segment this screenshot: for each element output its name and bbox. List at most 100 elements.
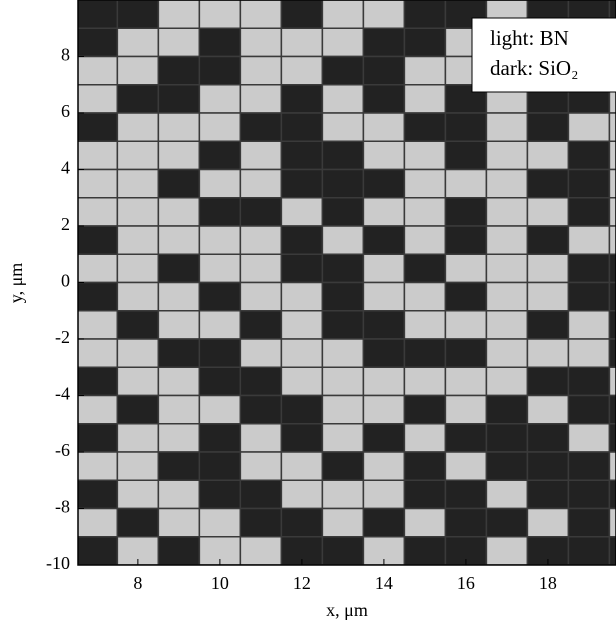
cell bbox=[280, 0, 324, 29]
cell bbox=[157, 55, 201, 86]
cell bbox=[567, 507, 611, 538]
cell bbox=[116, 507, 160, 538]
cell bbox=[239, 140, 283, 171]
cell bbox=[116, 338, 160, 368]
cell bbox=[116, 366, 160, 397]
cell bbox=[116, 225, 160, 255]
cell bbox=[280, 55, 324, 86]
cell bbox=[526, 281, 570, 312]
cell bbox=[608, 197, 616, 227]
cell bbox=[321, 197, 365, 227]
y-tick-label: 6 bbox=[61, 101, 70, 121]
cell bbox=[198, 84, 242, 114]
cell bbox=[526, 338, 570, 368]
cell bbox=[362, 281, 406, 312]
cell bbox=[239, 253, 283, 284]
cell bbox=[403, 338, 447, 368]
cell bbox=[198, 253, 242, 284]
cell bbox=[403, 168, 447, 199]
cell bbox=[485, 338, 529, 368]
cell bbox=[567, 536, 611, 565]
cell bbox=[321, 27, 365, 58]
cell bbox=[116, 253, 160, 284]
cell bbox=[321, 225, 365, 255]
cell bbox=[157, 507, 201, 538]
cell bbox=[78, 197, 119, 227]
cell bbox=[444, 225, 488, 255]
cell bbox=[239, 536, 283, 565]
cell bbox=[444, 479, 488, 510]
cell bbox=[403, 84, 447, 114]
cell bbox=[403, 394, 447, 425]
cell bbox=[444, 197, 488, 227]
cell bbox=[116, 423, 160, 453]
cell bbox=[608, 338, 616, 368]
cell bbox=[78, 536, 119, 565]
cell bbox=[608, 479, 616, 510]
cell bbox=[157, 253, 201, 284]
cell bbox=[321, 479, 365, 510]
cell bbox=[78, 168, 119, 199]
cell bbox=[78, 479, 119, 510]
cell bbox=[280, 394, 324, 425]
cell bbox=[78, 140, 119, 171]
cell bbox=[485, 253, 529, 284]
cell bbox=[444, 168, 488, 199]
cell bbox=[321, 394, 365, 425]
cell bbox=[362, 197, 406, 227]
cell bbox=[198, 281, 242, 312]
cell bbox=[362, 366, 406, 397]
cell bbox=[362, 423, 406, 453]
cell bbox=[485, 507, 529, 538]
cell bbox=[403, 536, 447, 565]
cell bbox=[403, 55, 447, 86]
cell bbox=[116, 451, 160, 481]
cell bbox=[198, 479, 242, 510]
cell bbox=[157, 0, 201, 29]
cell bbox=[485, 423, 529, 453]
legend-entry: light: BN bbox=[490, 26, 569, 50]
cell bbox=[157, 197, 201, 227]
cell bbox=[157, 225, 201, 255]
cell bbox=[444, 338, 488, 368]
cell bbox=[608, 423, 616, 453]
cell bbox=[116, 55, 160, 86]
cell bbox=[157, 366, 201, 397]
x-tick-label: 16 bbox=[457, 573, 475, 593]
cell bbox=[280, 225, 324, 255]
cell bbox=[485, 140, 529, 171]
cell bbox=[403, 140, 447, 171]
cell bbox=[485, 225, 529, 255]
cell bbox=[403, 366, 447, 397]
y-tick-label: 0 bbox=[61, 271, 70, 291]
cell bbox=[444, 112, 488, 142]
cell bbox=[485, 310, 529, 340]
cell bbox=[526, 197, 570, 227]
cell bbox=[444, 281, 488, 312]
cell bbox=[444, 507, 488, 538]
cell bbox=[280, 281, 324, 312]
cell bbox=[567, 225, 611, 255]
cell bbox=[485, 112, 529, 142]
cell bbox=[78, 27, 119, 58]
x-tick-label: 10 bbox=[211, 573, 229, 593]
cell bbox=[567, 366, 611, 397]
cell bbox=[239, 0, 283, 29]
cell bbox=[403, 0, 447, 29]
cell bbox=[608, 0, 616, 29]
y-axis-label: y, μm bbox=[6, 263, 26, 303]
cell bbox=[239, 338, 283, 368]
cell bbox=[280, 338, 324, 368]
cell bbox=[444, 140, 488, 171]
cell bbox=[567, 338, 611, 368]
cell bbox=[239, 479, 283, 510]
cell bbox=[239, 112, 283, 142]
cell bbox=[403, 197, 447, 227]
cell bbox=[157, 27, 201, 58]
cell bbox=[78, 394, 119, 425]
cell bbox=[78, 253, 119, 284]
cell bbox=[280, 423, 324, 453]
cell bbox=[280, 168, 324, 199]
cell bbox=[78, 112, 119, 142]
cell bbox=[321, 253, 365, 284]
